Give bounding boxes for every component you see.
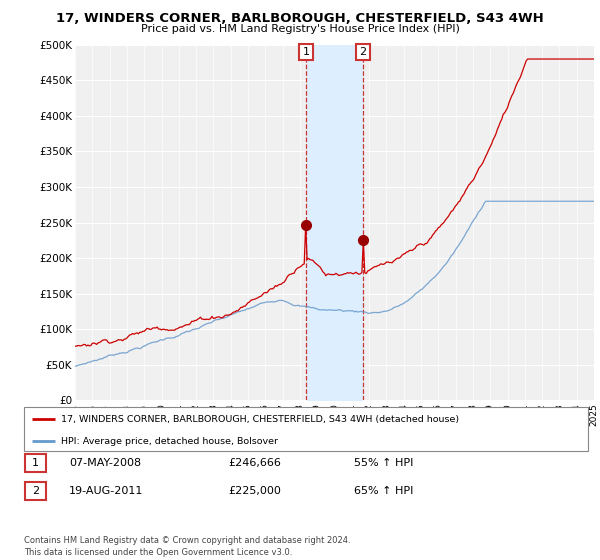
Text: 1: 1 — [32, 458, 39, 468]
Text: 07-MAY-2008: 07-MAY-2008 — [69, 458, 141, 468]
Text: £246,666: £246,666 — [228, 458, 281, 468]
Text: 19-AUG-2011: 19-AUG-2011 — [69, 486, 143, 496]
Text: 2: 2 — [32, 486, 39, 496]
Text: 1: 1 — [302, 47, 310, 57]
Text: 55% ↑ HPI: 55% ↑ HPI — [354, 458, 413, 468]
Text: 17, WINDERS CORNER, BARLBOROUGH, CHESTERFIELD, S43 4WH (detached house): 17, WINDERS CORNER, BARLBOROUGH, CHESTER… — [61, 415, 459, 424]
Text: £225,000: £225,000 — [228, 486, 281, 496]
Text: 17, WINDERS CORNER, BARLBOROUGH, CHESTERFIELD, S43 4WH: 17, WINDERS CORNER, BARLBOROUGH, CHESTER… — [56, 12, 544, 25]
Text: 2: 2 — [359, 47, 366, 57]
Text: 65% ↑ HPI: 65% ↑ HPI — [354, 486, 413, 496]
Text: Contains HM Land Registry data © Crown copyright and database right 2024.
This d: Contains HM Land Registry data © Crown c… — [24, 536, 350, 557]
Text: Price paid vs. HM Land Registry's House Price Index (HPI): Price paid vs. HM Land Registry's House … — [140, 24, 460, 34]
Text: HPI: Average price, detached house, Bolsover: HPI: Average price, detached house, Bols… — [61, 437, 278, 446]
